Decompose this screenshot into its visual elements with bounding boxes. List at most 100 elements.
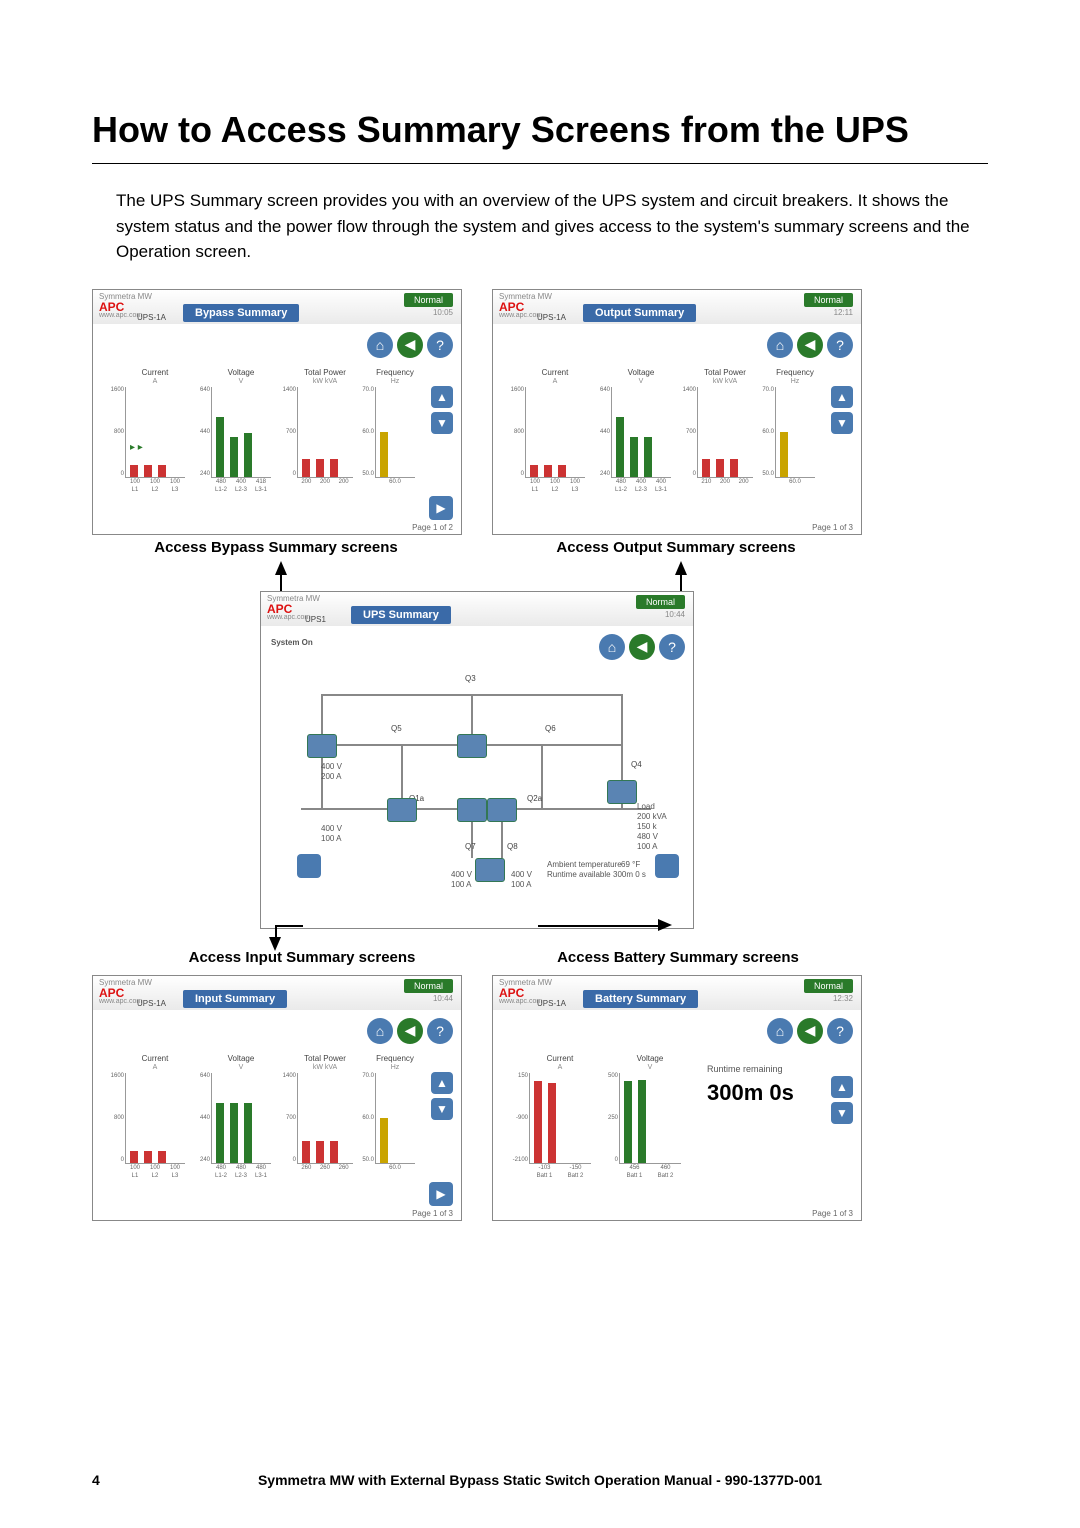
bar <box>230 1103 238 1163</box>
home-icon[interactable]: ⌂ <box>767 1018 793 1044</box>
down-icon[interactable]: ▼ <box>831 412 853 434</box>
apc-web: www.apc.com <box>267 614 310 621</box>
status-badge: Normal <box>804 979 853 993</box>
bar <box>534 1081 542 1163</box>
arrow-icon <box>275 561 287 575</box>
battery-panel: Symmetra MW APC www.apc.com UPS-1A Batte… <box>492 975 862 1221</box>
next-icon[interactable]: ▶ <box>429 1182 453 1206</box>
load-kw: 150 k <box>637 822 657 831</box>
bar-values: 480400418 <box>211 479 271 485</box>
back-icon[interactable]: ◀ <box>629 634 655 660</box>
chart-title: Current <box>525 368 585 377</box>
bar <box>316 1141 324 1163</box>
chart-title: Current <box>125 368 185 377</box>
chart-title: Frequency <box>775 368 815 377</box>
chart-unit: kW kVA <box>297 378 353 385</box>
ups-id: UPS-1A <box>537 313 566 322</box>
home-icon[interactable]: ⌂ <box>599 634 625 660</box>
bar <box>380 1118 388 1163</box>
bar <box>330 1141 338 1163</box>
y-axis: 14007000 <box>676 387 696 477</box>
help-icon[interactable]: ? <box>427 1018 453 1044</box>
current-label: 100 A <box>321 834 341 843</box>
current-label: 200 A <box>321 772 341 781</box>
panel-title: Output Summary <box>583 304 696 322</box>
bar <box>702 459 710 477</box>
chart-title: Voltage <box>611 368 671 377</box>
q4-label: Q4 <box>631 760 642 769</box>
breaker-node[interactable] <box>607 780 637 804</box>
back-icon[interactable]: ◀ <box>397 1018 423 1044</box>
bar <box>216 1103 224 1163</box>
tool-icon[interactable] <box>655 854 679 878</box>
help-icon[interactable]: ? <box>827 332 853 358</box>
chart-title: Total Power <box>297 368 353 377</box>
q5-label: Q5 <box>391 724 402 733</box>
back-icon[interactable]: ◀ <box>797 332 823 358</box>
pager: Page 1 of 2 <box>412 523 453 532</box>
bar <box>330 459 338 477</box>
up-icon[interactable]: ▲ <box>431 386 453 408</box>
system-on-label: System On <box>271 638 313 647</box>
up-icon[interactable]: ▲ <box>831 386 853 408</box>
next-icon[interactable]: ▶ <box>429 496 453 520</box>
ups-id: UPS-1A <box>137 999 166 1008</box>
panel-time: 10:44 <box>433 994 453 1003</box>
help-icon[interactable]: ? <box>827 1018 853 1044</box>
bar-l3 <box>158 465 166 477</box>
apc-web: www.apc.com <box>99 998 142 1005</box>
load-a: 100 A <box>637 842 657 851</box>
back-icon[interactable]: ◀ <box>797 1018 823 1044</box>
tool-icon[interactable] <box>297 854 321 878</box>
output-panel: Symmetra MW APC www.apc.com UPS-1A Outpu… <box>492 289 862 535</box>
breaker-node[interactable] <box>387 798 417 822</box>
battery-node[interactable] <box>475 858 505 882</box>
x-axis: L1-2L2-3L3-1 <box>211 487 271 493</box>
bar <box>644 437 652 477</box>
apc-web: www.apc.com <box>499 998 542 1005</box>
up-icon[interactable]: ▲ <box>431 1072 453 1094</box>
bar <box>144 1151 152 1163</box>
battery-caption: Access Battery Summary screens <box>528 949 828 966</box>
q6-label: Q6 <box>545 724 556 733</box>
status-badge: Normal <box>636 595 685 609</box>
bypass-panel: Symmetra MW APC www.apc.com UPS-1A Bypas… <box>92 289 462 535</box>
bar-l1 <box>130 465 138 477</box>
y-axis: 70.060.050.0 <box>754 387 774 477</box>
bar-values: 200200200 <box>297 479 353 485</box>
bar <box>624 1081 632 1163</box>
current-label: 100 A <box>451 880 471 889</box>
chart-unit: Hz <box>375 378 415 385</box>
bypass-caption: Access Bypass Summary screens <box>92 539 460 556</box>
chart-unit: A <box>125 378 185 385</box>
down-icon[interactable]: ▼ <box>431 412 453 434</box>
home-icon[interactable]: ⌂ <box>767 332 793 358</box>
voltage-label: 400 V <box>321 824 342 833</box>
inverter-node[interactable] <box>487 798 517 822</box>
pager: Page 1 of 3 <box>812 1209 853 1218</box>
down-icon[interactable]: ▼ <box>431 1098 453 1120</box>
q7-label: Q7 <box>465 842 476 851</box>
status-badge: Normal <box>404 293 453 307</box>
up-icon[interactable]: ▲ <box>831 1076 853 1098</box>
help-icon[interactable]: ? <box>659 634 685 660</box>
chart-title: Voltage <box>211 1054 271 1063</box>
bar <box>616 417 624 477</box>
bar <box>380 432 388 477</box>
help-icon[interactable]: ? <box>427 332 453 358</box>
breaker-node[interactable] <box>457 734 487 758</box>
bar <box>630 437 638 477</box>
arrow-icon <box>658 919 672 931</box>
breaker-node[interactable] <box>307 734 337 758</box>
bar <box>730 459 738 477</box>
home-icon[interactable]: ⌂ <box>367 1018 393 1044</box>
chart-unit: V <box>211 378 271 385</box>
back-icon[interactable]: ◀ <box>397 332 423 358</box>
inverter-node[interactable] <box>457 798 487 822</box>
down-icon[interactable]: ▼ <box>831 1102 853 1124</box>
panel-time: 10:44 <box>665 610 685 619</box>
ups-id: UPS1 <box>305 615 326 624</box>
bar <box>302 459 310 477</box>
chart-title: Frequency <box>375 368 415 377</box>
home-icon[interactable]: ⌂ <box>367 332 393 358</box>
